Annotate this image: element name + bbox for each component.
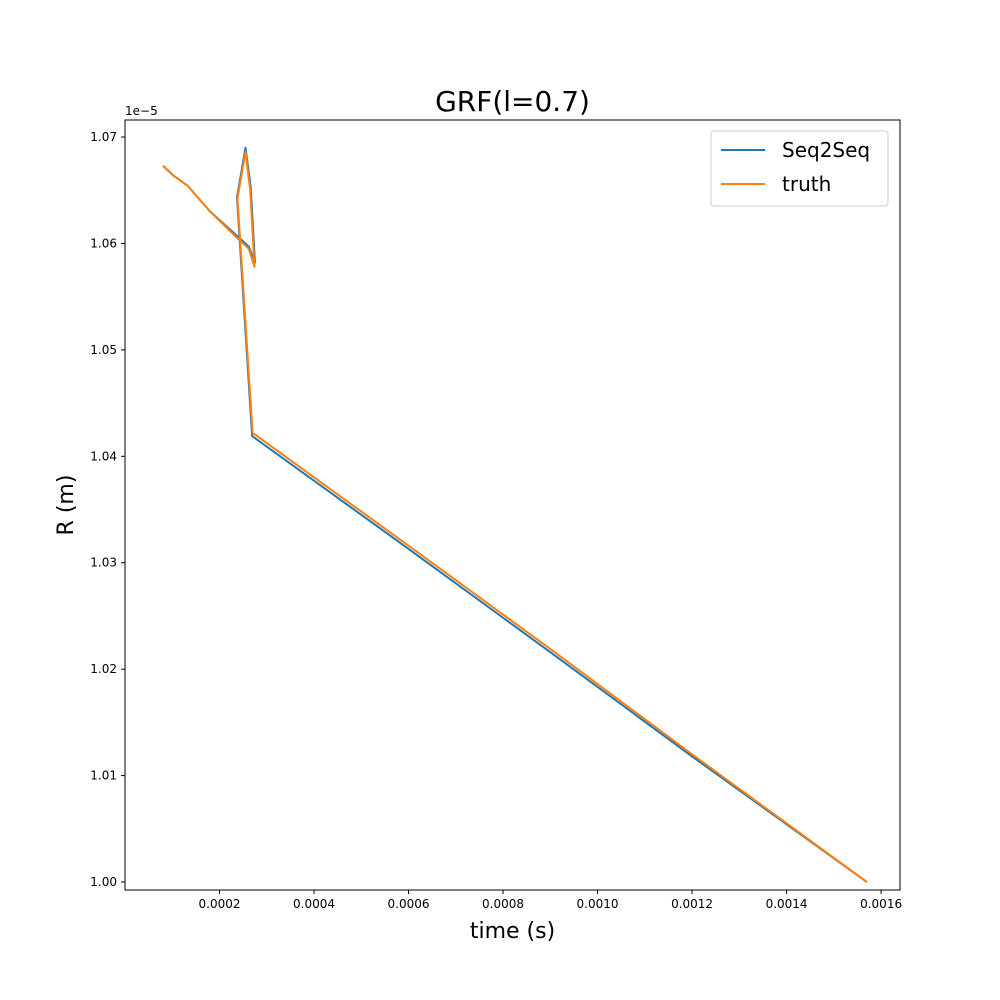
y-tick-label: 1.00 [90,875,117,889]
y-tick-label: 1.04 [90,449,117,463]
y-offset-label: 1e−5 [125,104,158,118]
x-tick-label: 0.0012 [671,897,713,911]
x-tick-label: 0.0002 [199,897,241,911]
x-tick-label: 0.0006 [388,897,430,911]
x-tick-label: 0.0008 [482,897,524,911]
legend-label-seq2seq: Seq2Seq [782,138,870,162]
x-tick-label: 0.0016 [860,897,902,911]
series-line-truth [162,150,868,883]
x-tick-label: 0.0004 [293,897,335,911]
plot-frame [124,119,901,891]
y-tick-label: 1.05 [90,343,117,357]
legend-label-truth: truth [782,172,831,196]
y-tick-label: 1.01 [90,769,117,783]
plot-area [162,146,868,883]
axis-ticks: 0.0002 0.0004 0.0006 0.0008 0.0010 0.0012 0.00… [90,130,902,911]
y-tick-label: 1.02 [90,662,117,676]
x-axis-title: time (s) [470,919,555,944]
y-tick-label: 1.06 [90,236,117,250]
y-tick-label: 1.03 [90,556,117,570]
x-tick-label: 0.0010 [577,897,619,911]
y-axis-title: R (m) [54,475,79,536]
chart-title: GRF(l=0.7) [435,85,590,118]
legend: Seq2Seq truth [710,130,889,207]
x-tick-label: 0.0014 [766,897,808,911]
y-tick-label: 1.07 [90,130,117,144]
